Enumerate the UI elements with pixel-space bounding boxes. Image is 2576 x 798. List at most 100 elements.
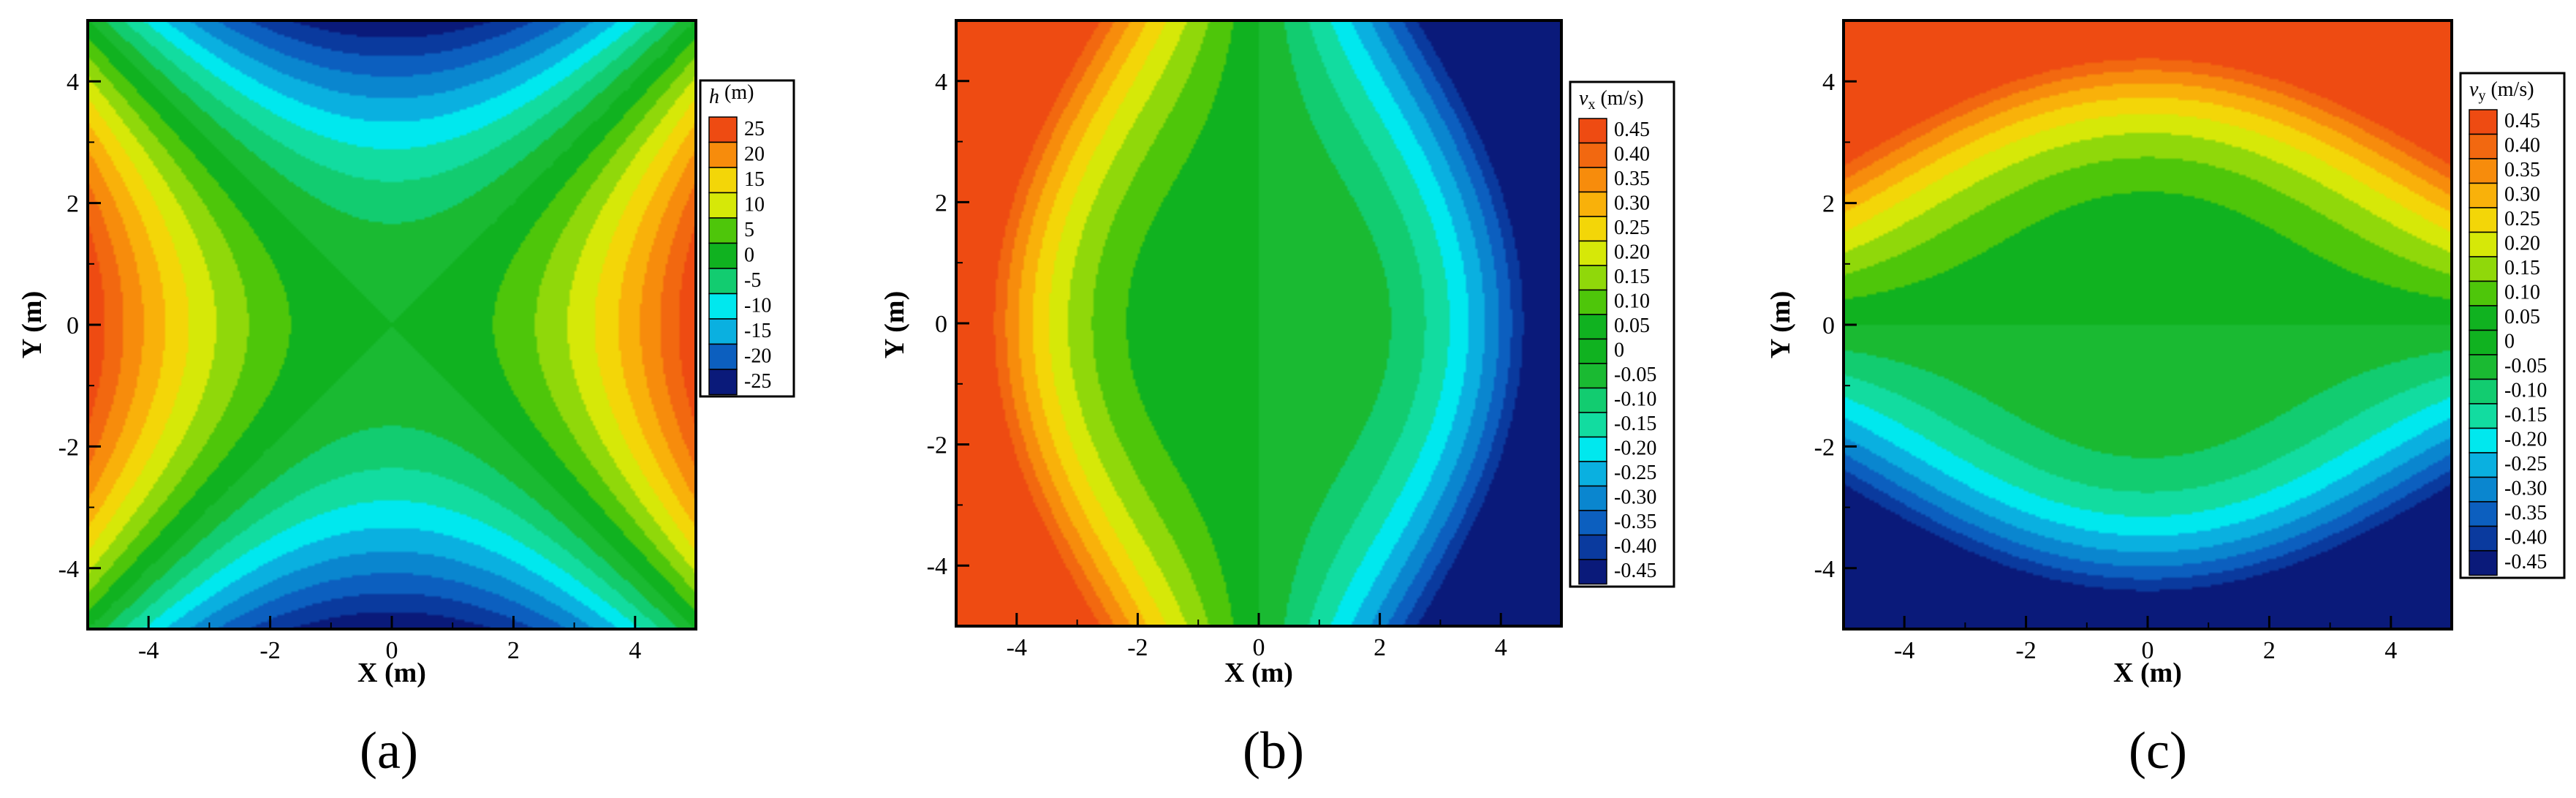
panel-c-legend-label: -0.35 <box>2504 502 2547 524</box>
panel-a-legend-label: 15 <box>744 168 765 191</box>
panel-a-label: (a) <box>360 721 418 780</box>
panel-b-y-tick-label: 2 <box>935 189 947 217</box>
panel-b-legend-swatch <box>1578 265 1607 291</box>
panel-c-legend-title: vy (m/s) <box>2469 78 2534 104</box>
panel-c-legend-swatch <box>2469 550 2498 576</box>
panel-c-legend-label: -0.20 <box>2504 429 2547 451</box>
panel-c-xlabel: X (m) <box>2113 658 2182 688</box>
panel-b-legend-swatch <box>1578 436 1607 462</box>
panel-b-legend-label: -0.40 <box>1614 535 1656 558</box>
panel-c-legend-label: 0.20 <box>2504 233 2540 255</box>
panel-a-legend-label: 20 <box>744 143 765 165</box>
panel-b-legend-swatch <box>1578 314 1607 340</box>
panel-b-legend-label: 0.30 <box>1614 192 1650 215</box>
panel-b-legend-title: vx (m/s) <box>1579 87 1644 113</box>
panel-b-x-tick-label: 4 <box>1495 634 1507 661</box>
panel-a-x-tick-label: -2 <box>260 637 280 664</box>
panel-a-legend-swatch <box>708 167 738 194</box>
panel-c-legend-label: -0.15 <box>2504 404 2547 426</box>
panel-a-legend-swatch <box>708 116 738 143</box>
panel-c-legend-swatch <box>2469 133 2498 159</box>
panel-c-legend-swatch <box>2469 452 2498 478</box>
panel-b-legend-swatch <box>1578 485 1607 511</box>
panel-c-x-tick-label: 4 <box>2384 637 2397 664</box>
panel-b-plot: -4 -2 0 2 4 -4 -2 0 2 4 <box>927 19 1563 661</box>
panel-b-legend-label: -0.35 <box>1614 511 1656 533</box>
panel-a-legend-label: 0 <box>744 244 754 266</box>
panel-a-legend-swatch <box>708 242 738 269</box>
panel-c-legend-label: -0.45 <box>2504 551 2547 573</box>
panel-b-y-tick-label: -2 <box>927 432 947 459</box>
panel-c-legend-label: 0.15 <box>2504 257 2540 279</box>
panel-a-legend-label: 10 <box>744 193 765 216</box>
panel-c-y-tick-label: 2 <box>1822 191 1835 218</box>
panel-c-ticks: -4 -2 0 2 4 -4 -2 0 2 4 <box>1814 20 2452 664</box>
panel-c-legend-swatch <box>2469 329 2498 355</box>
panel-b-y-tick-label: 4 <box>935 69 947 96</box>
panel-b-legend-swatch <box>1578 338 1607 364</box>
panel-c-y-tick-label: -2 <box>1814 434 1835 461</box>
panel-b-legend-label: -0.45 <box>1614 560 1656 582</box>
panel-c-legend-swatch <box>2469 182 2498 208</box>
panel-c-legend-swatch <box>2469 403 2498 429</box>
panel-a-legend-swatch <box>708 293 738 320</box>
panel-b-legend-swatch <box>1578 118 1607 144</box>
panel-c-legend-swatch <box>2469 109 2498 135</box>
panel-b-ticks: -4 -2 0 2 4 -4 -2 0 2 4 <box>927 20 1562 661</box>
panel-a-y-tick-label: 0 <box>67 312 79 339</box>
panel-b-legend-label: -0.05 <box>1614 364 1656 386</box>
panel-c-contour-field <box>1844 20 2452 629</box>
panel-b-legend-swatch <box>1578 559 1607 585</box>
panel-b-legend-swatch <box>1578 167 1607 193</box>
panel-c-legend-swatch <box>2469 427 2498 453</box>
panel-a-legend-label: -20 <box>744 345 771 367</box>
panel-b-legend-label: 0.15 <box>1614 266 1650 288</box>
panel-c-legend-label: -0.05 <box>2504 355 2547 377</box>
panel-a-legend-swatch <box>708 369 738 396</box>
panel-a-legend-label: 25 <box>744 118 765 140</box>
panel-c-ylabel: Y (m) <box>1765 291 1796 359</box>
panel-c-x-tick-label: 0 <box>2142 637 2154 664</box>
panel-b-legend-label: 0.45 <box>1614 118 1650 141</box>
panel-c-legend-swatch <box>2469 525 2498 552</box>
panel-b-legend-label: -0.20 <box>1614 437 1656 460</box>
panel-b-legend-label: 0.40 <box>1614 143 1650 166</box>
panel-c-legend-label: -0.30 <box>2504 478 2547 500</box>
panel-c-legend-entries: 0.450.400.350.300.250.200.150.100.050-0.… <box>2469 109 2547 576</box>
panel-a-y-tick-label: -2 <box>58 434 79 461</box>
panel-c-legend-label: -0.40 <box>2504 527 2547 549</box>
panel-a-x-tick-label: 4 <box>629 637 641 664</box>
panel-c-legend-label: 0.35 <box>2504 159 2540 181</box>
panel-c-y-tick-label: 0 <box>1822 312 1835 339</box>
panel-b-legend-swatch <box>1578 289 1607 315</box>
panel-c-x-tick-label: -4 <box>1894 637 1914 664</box>
panel-c-legend-swatch <box>2469 158 2498 184</box>
panel-b-legend-swatch <box>1578 363 1607 389</box>
panel-c-legend-swatch <box>2469 256 2498 282</box>
panel-a-legend-label: -15 <box>744 320 771 342</box>
panel-c-legend-swatch <box>2469 231 2498 257</box>
panel-c-legend-label: 0.25 <box>2504 208 2540 230</box>
panel-a-y-tick-label: 4 <box>67 69 79 96</box>
panel-b-legend-label: 0 <box>1614 339 1624 362</box>
panel-c-legend-swatch <box>2469 378 2498 404</box>
panel-a-legend-label: -25 <box>744 370 771 393</box>
panel-c-legend-swatch <box>2469 501 2498 527</box>
panel-a-legend-swatch <box>708 318 738 345</box>
panel-c-y-tick-label: -4 <box>1814 556 1835 583</box>
panel-c-legend-label: 0.40 <box>2504 135 2540 157</box>
panel-a-legend-label: -10 <box>744 294 771 317</box>
panel-b-legend-swatch <box>1578 387 1607 413</box>
panel-b-legend-label: 0.35 <box>1614 167 1650 190</box>
panel-a-legend-label: -5 <box>744 269 761 292</box>
panel-c-legend-swatch <box>2469 476 2498 502</box>
panel-a-legend-swatch <box>708 192 738 219</box>
panel-b-legend-label: -0.15 <box>1614 413 1656 435</box>
panel-a-legend-swatch <box>708 268 738 295</box>
panel-c-x-tick-label: -2 <box>2015 637 2036 664</box>
panel-b-legend-label: 0.10 <box>1614 290 1650 313</box>
panel-b-legend-label: -0.10 <box>1614 388 1656 411</box>
